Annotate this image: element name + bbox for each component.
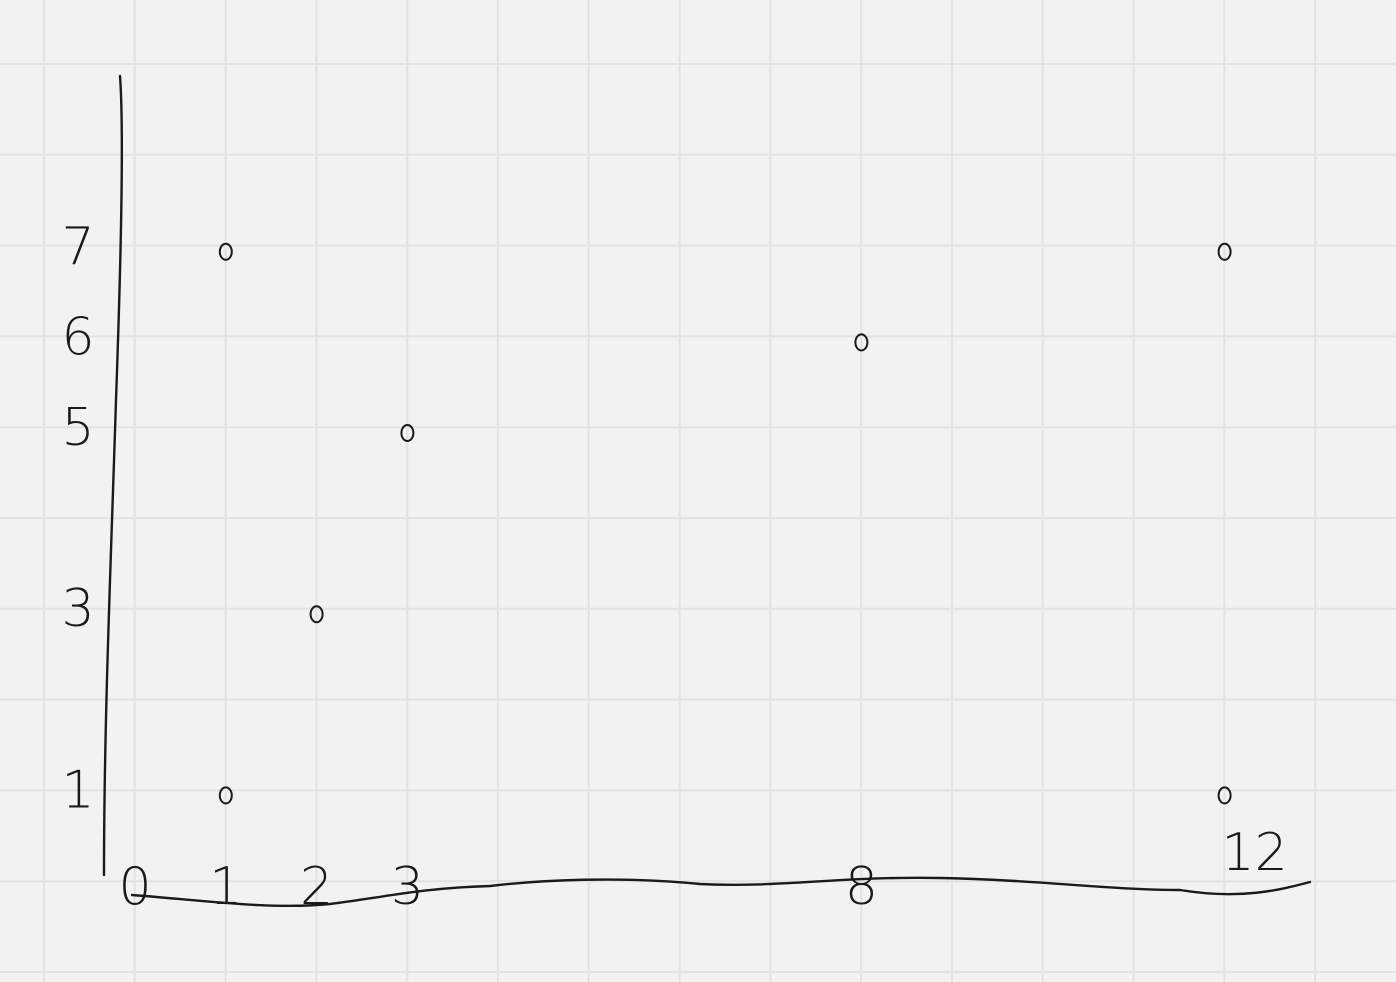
y-tick-label: 3 — [61, 579, 94, 639]
x-tick-label: 2 — [300, 857, 333, 917]
y-tick-label: 6 — [61, 307, 94, 367]
y-tick-label: 1 — [61, 760, 94, 820]
x-tick-label: 12 — [1222, 823, 1288, 883]
y-axis-line — [102, 74, 124, 877]
x-tick-label: 1 — [209, 857, 242, 917]
y-tick-label: 7 — [61, 217, 94, 277]
x-tick-labels: 0 1 2 3 812 — [118, 823, 1287, 917]
data-points — [218, 242, 1232, 805]
x-axis-line — [130, 876, 1312, 908]
data-point — [309, 605, 324, 624]
x-tick-label: 0 — [118, 857, 151, 917]
data-point — [854, 333, 869, 352]
y-tick-labels: 1 3 5 6 7 — [61, 217, 94, 821]
data-point — [1217, 786, 1232, 805]
y-tick-label: 5 — [61, 398, 94, 458]
x-tick-label: 8 — [845, 857, 878, 917]
data-point — [218, 242, 233, 261]
data-point — [400, 424, 415, 442]
data-point — [218, 786, 233, 805]
x-tick-label: 3 — [391, 857, 424, 917]
data-point — [1217, 242, 1232, 261]
